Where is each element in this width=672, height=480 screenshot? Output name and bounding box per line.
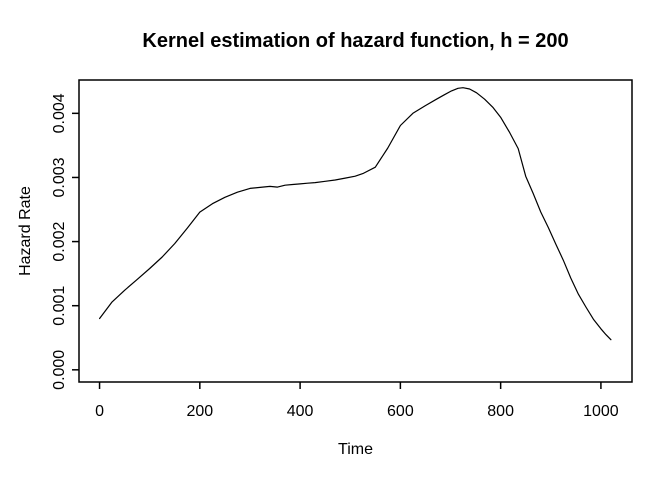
x-tick-label: 400: [287, 403, 314, 420]
x-tick-label: 0: [95, 403, 104, 420]
plot-box: [78, 79, 633, 383]
hazard-curve: [99, 87, 612, 341]
y-tick-label: 0.001: [51, 286, 68, 326]
x-tick-label: 600: [387, 403, 414, 420]
chart-title: Kernel estimation of hazard function, h …: [142, 30, 569, 52]
y-axis-label: Hazard Rate: [17, 186, 34, 276]
y-tick-label: 0.000: [51, 350, 68, 390]
x-tick-label: 200: [186, 403, 213, 420]
y-tick-label: 0.002: [51, 221, 68, 261]
y-tick-label: 0.004: [51, 93, 68, 133]
x-tick-label: 1000: [583, 403, 619, 420]
y-tick-label: 0.003: [51, 157, 68, 197]
x-axis-label: Time: [338, 441, 373, 458]
x-tick-label: 800: [487, 403, 514, 420]
